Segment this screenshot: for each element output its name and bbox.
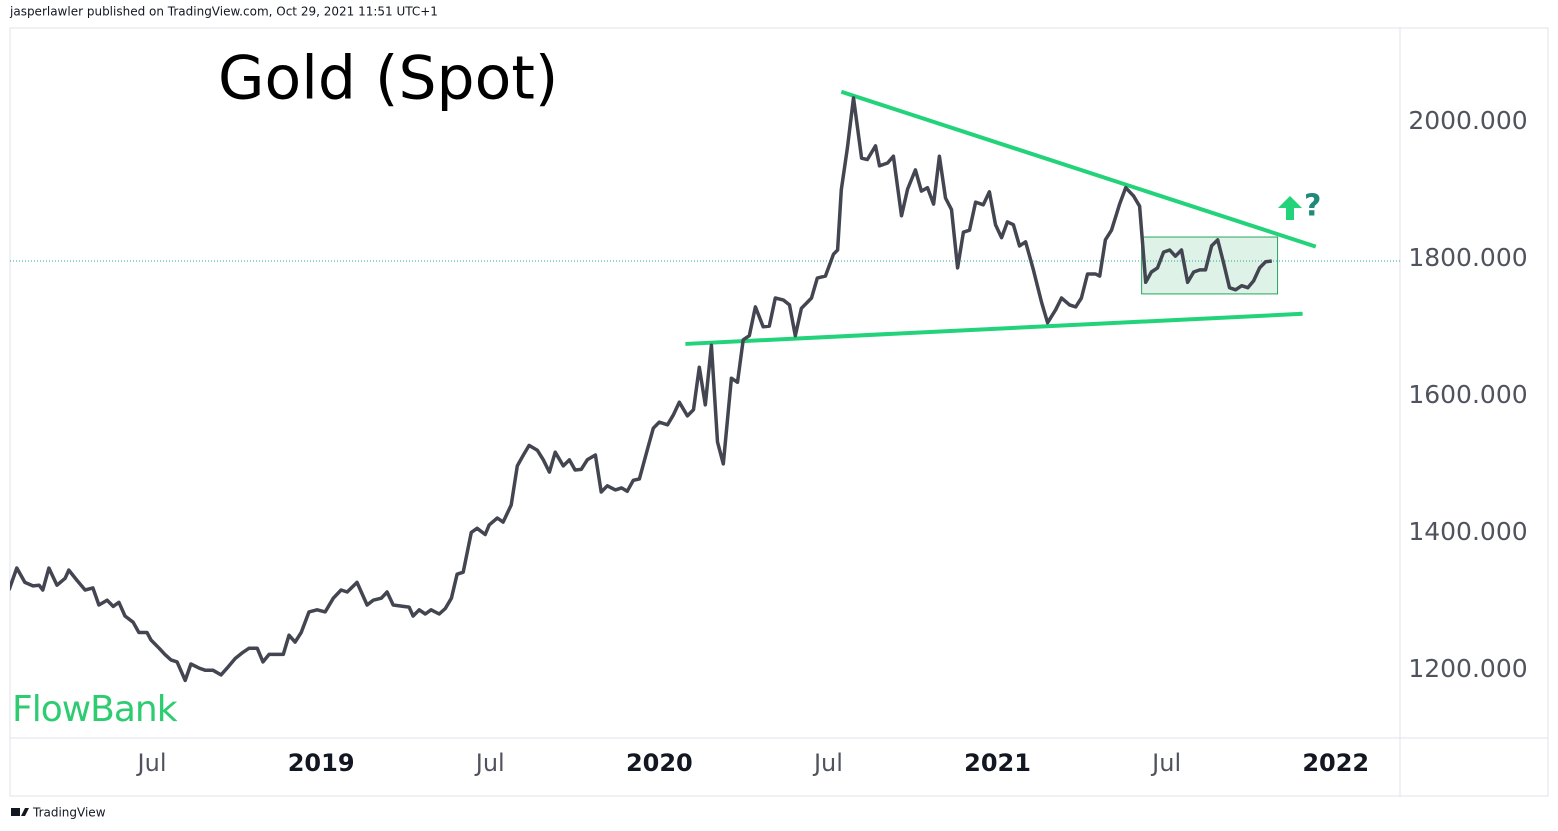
question-mark: ? xyxy=(1304,189,1321,224)
y-tick-label: 1800.000 xyxy=(1408,243,1527,272)
chart-title: Gold (Spot) xyxy=(218,44,558,114)
up-arrow xyxy=(1278,196,1302,220)
x-tick-label: Jul xyxy=(474,749,505,777)
footer: TradingView xyxy=(32,806,106,820)
x-tick-label: 2019 xyxy=(288,749,355,777)
range-box xyxy=(1141,236,1279,295)
logo: FlowBank xyxy=(12,689,178,730)
tv-logo xyxy=(11,808,29,816)
y-tick-label: 2000.000 xyxy=(1408,106,1527,135)
y-tick-label: 1200.000 xyxy=(1408,654,1527,683)
header: jasperlawler published on TradingView.co… xyxy=(9,5,438,19)
trend-line xyxy=(840,89,1317,249)
x-tick-label: 2020 xyxy=(626,749,693,777)
frame xyxy=(9,27,1549,797)
trend-line xyxy=(685,311,1303,346)
x-tick-label: 2021 xyxy=(964,749,1031,777)
y-tick-label: 1400.000 xyxy=(1408,517,1527,546)
plot-area xyxy=(10,89,1400,683)
x-tick-label: Jul xyxy=(1150,749,1181,777)
x-tick-label: 2022 xyxy=(1302,749,1369,777)
x-tick-label: Jul xyxy=(136,749,167,777)
price-line xyxy=(10,96,1272,683)
y-tick-label: 1600.000 xyxy=(1408,380,1527,409)
x-tick-label: Jul xyxy=(812,749,843,777)
